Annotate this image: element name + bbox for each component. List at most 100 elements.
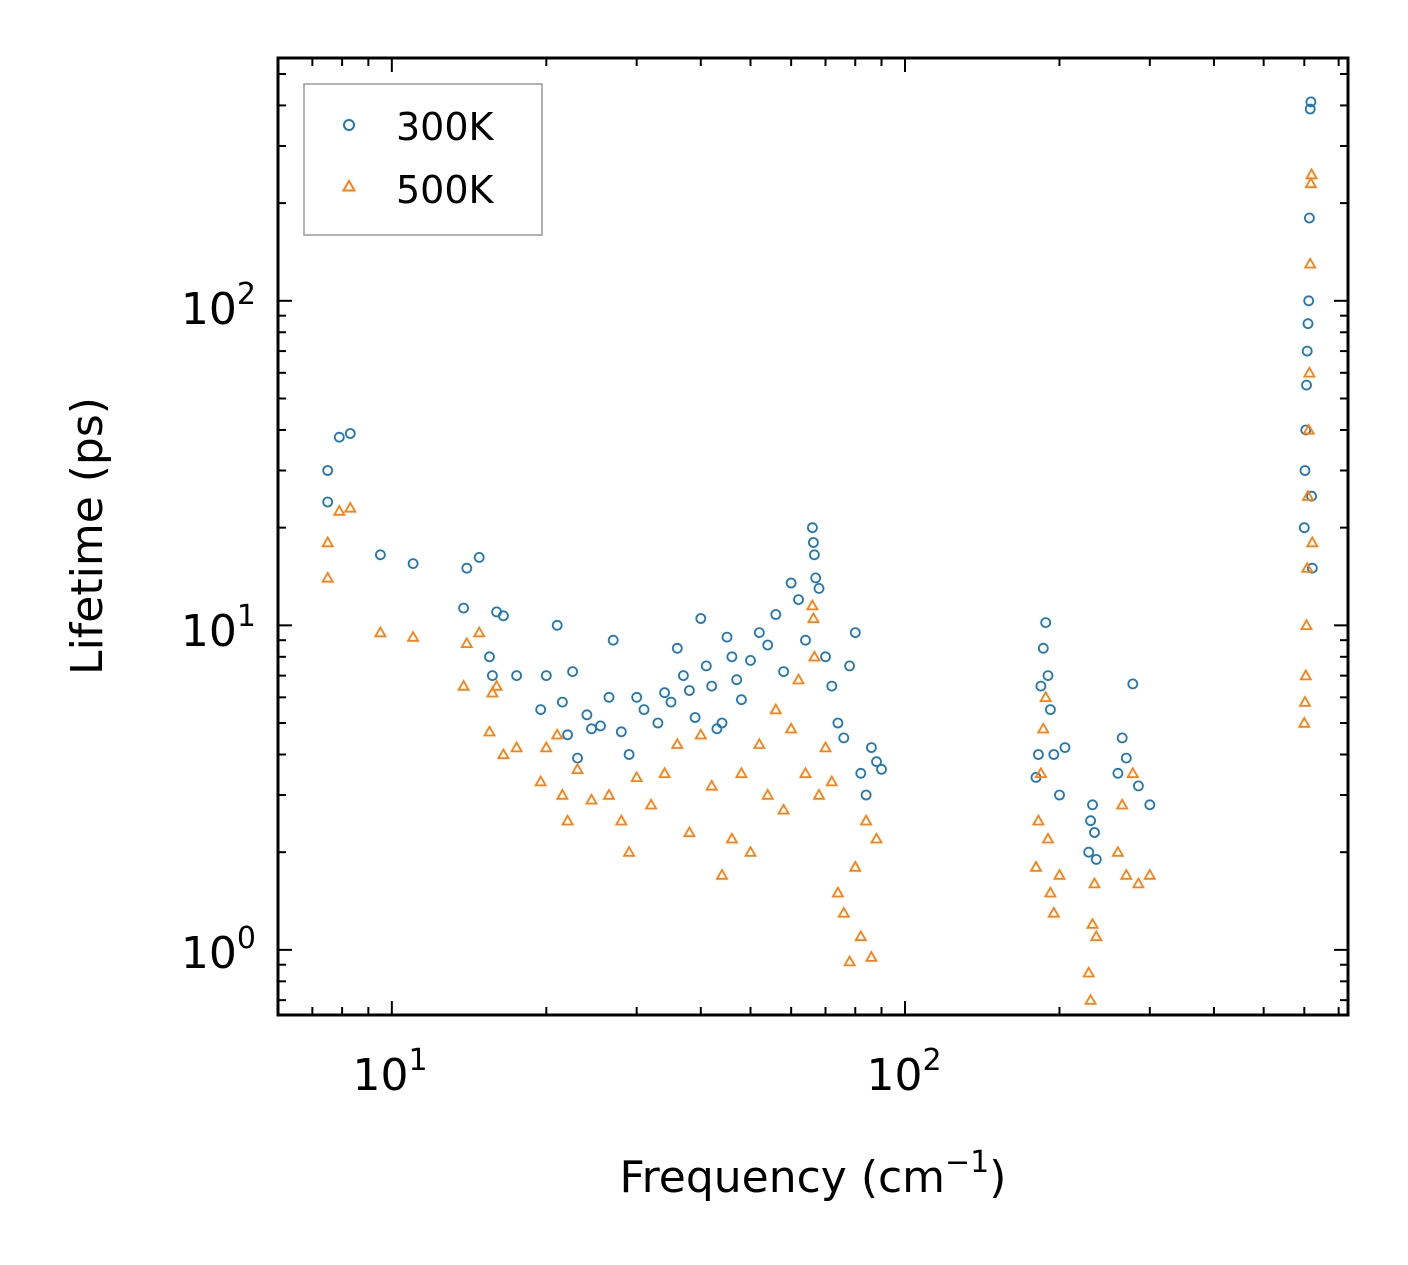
point-500k [1029,860,1043,872]
point-500k [460,636,474,648]
point-300k [800,634,811,646]
point-300k [793,594,804,605]
point-300k [1112,767,1124,779]
legend-label-500k: 500K [396,168,495,212]
point-300k [486,670,498,681]
point-300k [407,558,419,569]
point-500k [321,535,335,548]
y-axis-label: Lifetime (ps) [62,397,113,675]
point-300k [461,562,473,574]
point-300k [762,639,774,651]
point-300k [736,694,747,706]
point-500k [472,625,486,638]
point-300k [1033,749,1044,760]
point-300k [866,742,877,753]
point-500k [784,721,798,734]
y-tick-label-100: 102 [181,277,256,335]
point-300k [770,609,782,620]
point-300k [607,634,619,646]
point-300k [671,642,683,654]
point-300k [860,789,872,801]
point-500k [864,950,878,962]
point-300k [374,549,386,561]
point-500k [630,770,644,782]
point-300k [855,767,867,779]
data-points [321,96,1319,1005]
legend-marker-300k [343,119,355,131]
point-300k [689,712,701,723]
point-300k [808,537,819,548]
point-300k [581,709,593,721]
point-500k [734,766,748,778]
point-300k [484,651,495,663]
plot-frame [276,56,1350,1017]
point-300k [1299,465,1311,476]
point-500k [743,845,758,857]
point-300k [1304,103,1316,115]
point-500k [1082,965,1096,978]
point-300k [678,670,689,681]
point-500k [725,831,739,844]
point-300k [1087,799,1098,811]
point-500k [1084,993,1098,1005]
point-300k [562,729,573,741]
point-300k [844,660,855,672]
point-300k [849,627,861,638]
point-300k [731,674,743,686]
point-500k [825,774,839,787]
point-300k [511,670,522,681]
point-500k [1298,695,1312,707]
point-500k [561,813,575,826]
point-300k [1045,704,1056,715]
point-300k [1085,815,1096,827]
point-500k [1034,766,1048,778]
point-300k [1144,799,1156,811]
point-300k [832,717,844,729]
point-500k [1299,618,1314,630]
point-300k [1305,96,1317,108]
point-300k [753,627,765,638]
point-300k [623,749,635,760]
legend-box [303,83,543,236]
point-500k [550,727,564,740]
point-500k [806,611,820,624]
point-300k [785,577,797,589]
point-300k [813,583,825,594]
point-500k [457,679,471,691]
point-300k [540,670,552,681]
point-300k [1303,295,1315,307]
point-500k [670,737,684,749]
x-axis-label: Frequency (cm−1) [620,1145,1007,1203]
point-300k [700,660,712,672]
point-500k [1031,813,1045,826]
point-500k [837,906,851,918]
point-300k [567,666,578,677]
point-500k [332,504,346,516]
point-300k [684,685,695,696]
point-500k [1302,423,1316,435]
point-300k [659,687,670,699]
point-300k [838,732,850,744]
point-300k [665,696,677,708]
point-300k [631,691,643,703]
point-300k [721,631,733,643]
point-500k [658,766,672,778]
point-500k [1302,365,1316,378]
point-500k [496,747,510,760]
point-300k [778,666,789,677]
point-500k [510,740,524,753]
legend-label-300k: 300K [396,105,495,149]
point-300k [1054,789,1065,801]
point-300k [807,522,818,534]
point-500k [831,885,845,898]
point-300k [1133,780,1144,792]
point-300k [652,717,664,729]
point-300k [1035,680,1047,692]
point-500k [798,766,813,778]
point-300k [1116,732,1128,744]
point-500k [1143,868,1157,880]
point-500k [715,868,729,880]
point-500k [769,702,783,715]
point-500k [1305,167,1319,180]
